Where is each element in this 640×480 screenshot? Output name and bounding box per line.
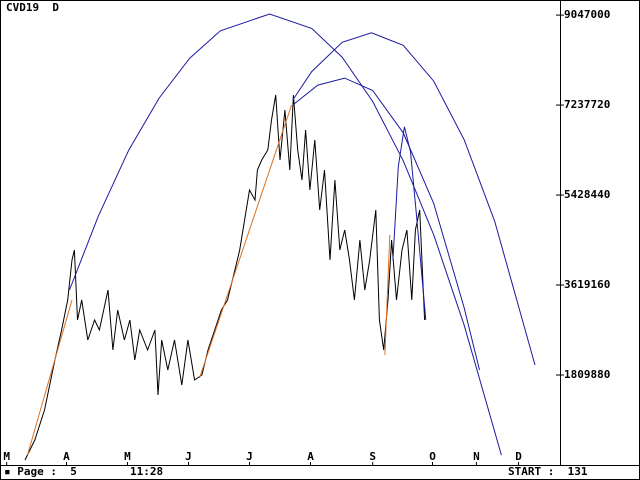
series-line — [24, 94, 426, 461]
x-tick-label: J — [246, 450, 253, 463]
x-tick-label: A — [63, 450, 70, 463]
series-line — [69, 13, 502, 456]
x-tick-label: N — [473, 450, 480, 463]
y-tick-label: 5428440 — [564, 188, 610, 201]
page-indicator: ▪ Page : 5 — [4, 465, 77, 478]
x-tick-label: M — [124, 450, 131, 463]
x-tick-label: O — [429, 450, 436, 463]
start-indicator: START : 131 — [508, 465, 588, 478]
y-tick-label: 3619160 — [564, 278, 610, 291]
y-tick-label: 9047000 — [564, 8, 610, 21]
series-line — [292, 32, 536, 366]
x-tick-label: A — [307, 450, 314, 463]
series-line — [392, 126, 427, 320]
y-tick-label: 7237720 — [564, 98, 610, 111]
series-line — [292, 77, 480, 371]
x-tick-label: S — [369, 450, 376, 463]
x-tick-label: M — [3, 450, 10, 463]
chart-title: CVD19 D — [6, 1, 59, 14]
x-tick-label: D — [515, 450, 522, 463]
y-tick-label: 1809880 — [564, 368, 610, 381]
clock: 11:28 — [130, 465, 163, 478]
x-tick-label: J — [185, 450, 192, 463]
series-line — [27, 299, 73, 456]
series-line — [384, 234, 391, 356]
series-line — [199, 104, 293, 379]
